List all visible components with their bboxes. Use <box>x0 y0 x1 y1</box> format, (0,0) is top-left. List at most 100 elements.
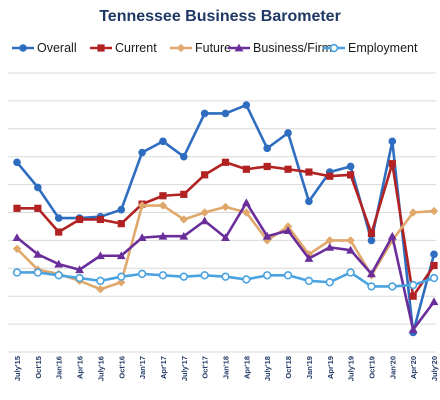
data-point <box>54 259 64 268</box>
x-tick-label: Oct'15 <box>34 356 43 379</box>
data-point <box>262 231 272 240</box>
x-tick-label: Jan'16 <box>55 356 64 379</box>
data-point <box>200 208 209 217</box>
data-point <box>325 278 334 287</box>
data-point <box>221 272 230 281</box>
data-point <box>304 254 314 262</box>
data-point <box>137 201 147 210</box>
data-point <box>221 158 230 166</box>
data-point <box>242 275 251 284</box>
x-tick-label: Oct'18 <box>284 356 293 379</box>
data-point <box>284 165 292 173</box>
data-point <box>12 244 22 253</box>
x-tick-label: Oct'19 <box>367 356 376 379</box>
data-point <box>200 216 210 225</box>
data-point <box>221 109 230 118</box>
x-tick-label: Jan'17 <box>138 356 147 379</box>
legend-label: Business/Firm <box>253 41 333 55</box>
data-point <box>346 245 355 254</box>
data-point <box>408 208 418 217</box>
data-point <box>283 226 293 235</box>
data-point <box>221 233 230 242</box>
x-tick-label: July'20 <box>430 356 439 381</box>
legend-label: Current <box>115 41 157 55</box>
data-point <box>201 171 209 179</box>
x-tick-label: Jan'18 <box>222 356 231 379</box>
data-point <box>159 137 167 146</box>
data-point <box>408 325 418 334</box>
x-tick-label: Apr'19 <box>326 356 335 379</box>
series-current <box>13 158 438 300</box>
data-point <box>97 44 105 52</box>
data-point <box>13 158 21 167</box>
legend-label: Future <box>195 41 232 55</box>
data-point <box>12 233 22 242</box>
data-point <box>387 231 397 240</box>
data-point <box>305 197 313 206</box>
data-point <box>347 171 355 179</box>
data-point <box>263 144 272 153</box>
data-point <box>242 208 251 217</box>
data-point <box>234 43 244 52</box>
data-point <box>75 273 84 283</box>
legend-marker-icon <box>228 43 250 52</box>
data-point <box>180 190 188 198</box>
x-axis: July'15 Oct'15 Jan'16 Apr'16 July'16 Oct'16 Ja… <box>13 356 439 381</box>
data-point <box>326 172 334 180</box>
data-point <box>305 168 313 176</box>
legend-marker-icon <box>323 43 345 53</box>
data-point <box>284 129 292 137</box>
series-future <box>12 201 439 294</box>
data-point <box>408 280 418 290</box>
data-point <box>33 249 43 258</box>
data-point <box>117 272 126 281</box>
data-point <box>430 250 438 259</box>
legend-item: Future <box>170 39 231 57</box>
data-point <box>158 201 168 210</box>
legend-item: Business/Firm <box>228 39 332 57</box>
x-tick-label: Apr'16 <box>76 356 85 379</box>
data-point <box>33 268 43 277</box>
x-tick-label: July'15 <box>13 356 22 381</box>
data-point <box>138 148 146 157</box>
data-point <box>179 272 189 281</box>
data-point <box>429 206 439 216</box>
data-point <box>367 236 376 245</box>
data-point <box>409 292 417 300</box>
data-point <box>367 282 376 291</box>
x-tick-label: July'17 <box>180 356 189 381</box>
legend-marker-icon <box>12 44 34 52</box>
data-point <box>179 231 189 240</box>
data-point <box>283 271 293 280</box>
data-point <box>242 165 250 173</box>
legend-label: Overall <box>37 41 77 55</box>
data-point <box>96 215 104 224</box>
data-point <box>137 269 147 279</box>
x-tick-label: July'18 <box>263 356 272 381</box>
x-tick-label: Apr'18 <box>242 356 251 379</box>
x-tick-label: July'16 <box>96 356 105 381</box>
data-point <box>75 265 84 274</box>
data-point <box>263 271 272 280</box>
data-point <box>200 109 209 118</box>
data-point <box>55 228 63 236</box>
data-point <box>325 236 334 245</box>
data-point <box>329 43 339 53</box>
data-point <box>325 242 335 251</box>
x-tick-label: Jan'20 <box>388 356 397 379</box>
data-point <box>159 192 167 200</box>
data-point <box>241 198 251 207</box>
data-point <box>429 297 439 306</box>
data-point <box>12 268 22 277</box>
x-tick-label: Apr'20 <box>409 356 418 379</box>
data-point <box>54 214 63 222</box>
data-point <box>388 282 397 291</box>
data-point <box>54 271 63 280</box>
data-point <box>137 233 147 242</box>
chart-title: Tennessee Business Barometer <box>99 8 341 25</box>
data-point <box>367 269 376 278</box>
x-tick-label: Oct'17 <box>201 356 210 379</box>
series-employment <box>12 268 439 291</box>
data-point <box>263 162 271 171</box>
